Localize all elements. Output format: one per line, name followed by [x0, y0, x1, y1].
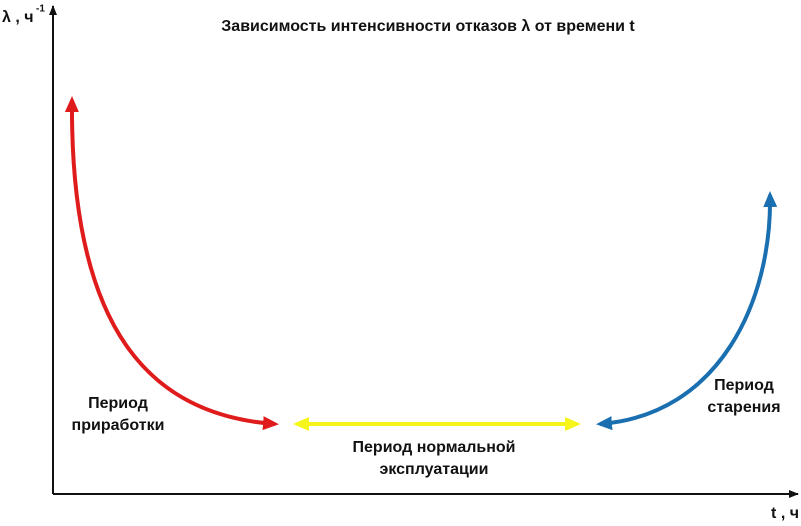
title: Зависимость интенсивности отказов λ от в… — [221, 18, 635, 35]
x-axis-label: t , ч — [771, 505, 799, 522]
y-axis-label: λ , ч — [2, 9, 34, 26]
y-axis-superscript: -1 — [36, 4, 45, 15]
period-label: Период — [714, 377, 774, 394]
burn-in-curve — [64, 96, 279, 431]
period-label: старения — [707, 399, 780, 416]
period-label: Период нормальной — [353, 439, 516, 456]
period-label: приработки — [72, 417, 165, 434]
period-label: Период — [88, 395, 148, 412]
period-label: эксплуатации — [380, 461, 489, 478]
aging-curve — [596, 191, 778, 431]
